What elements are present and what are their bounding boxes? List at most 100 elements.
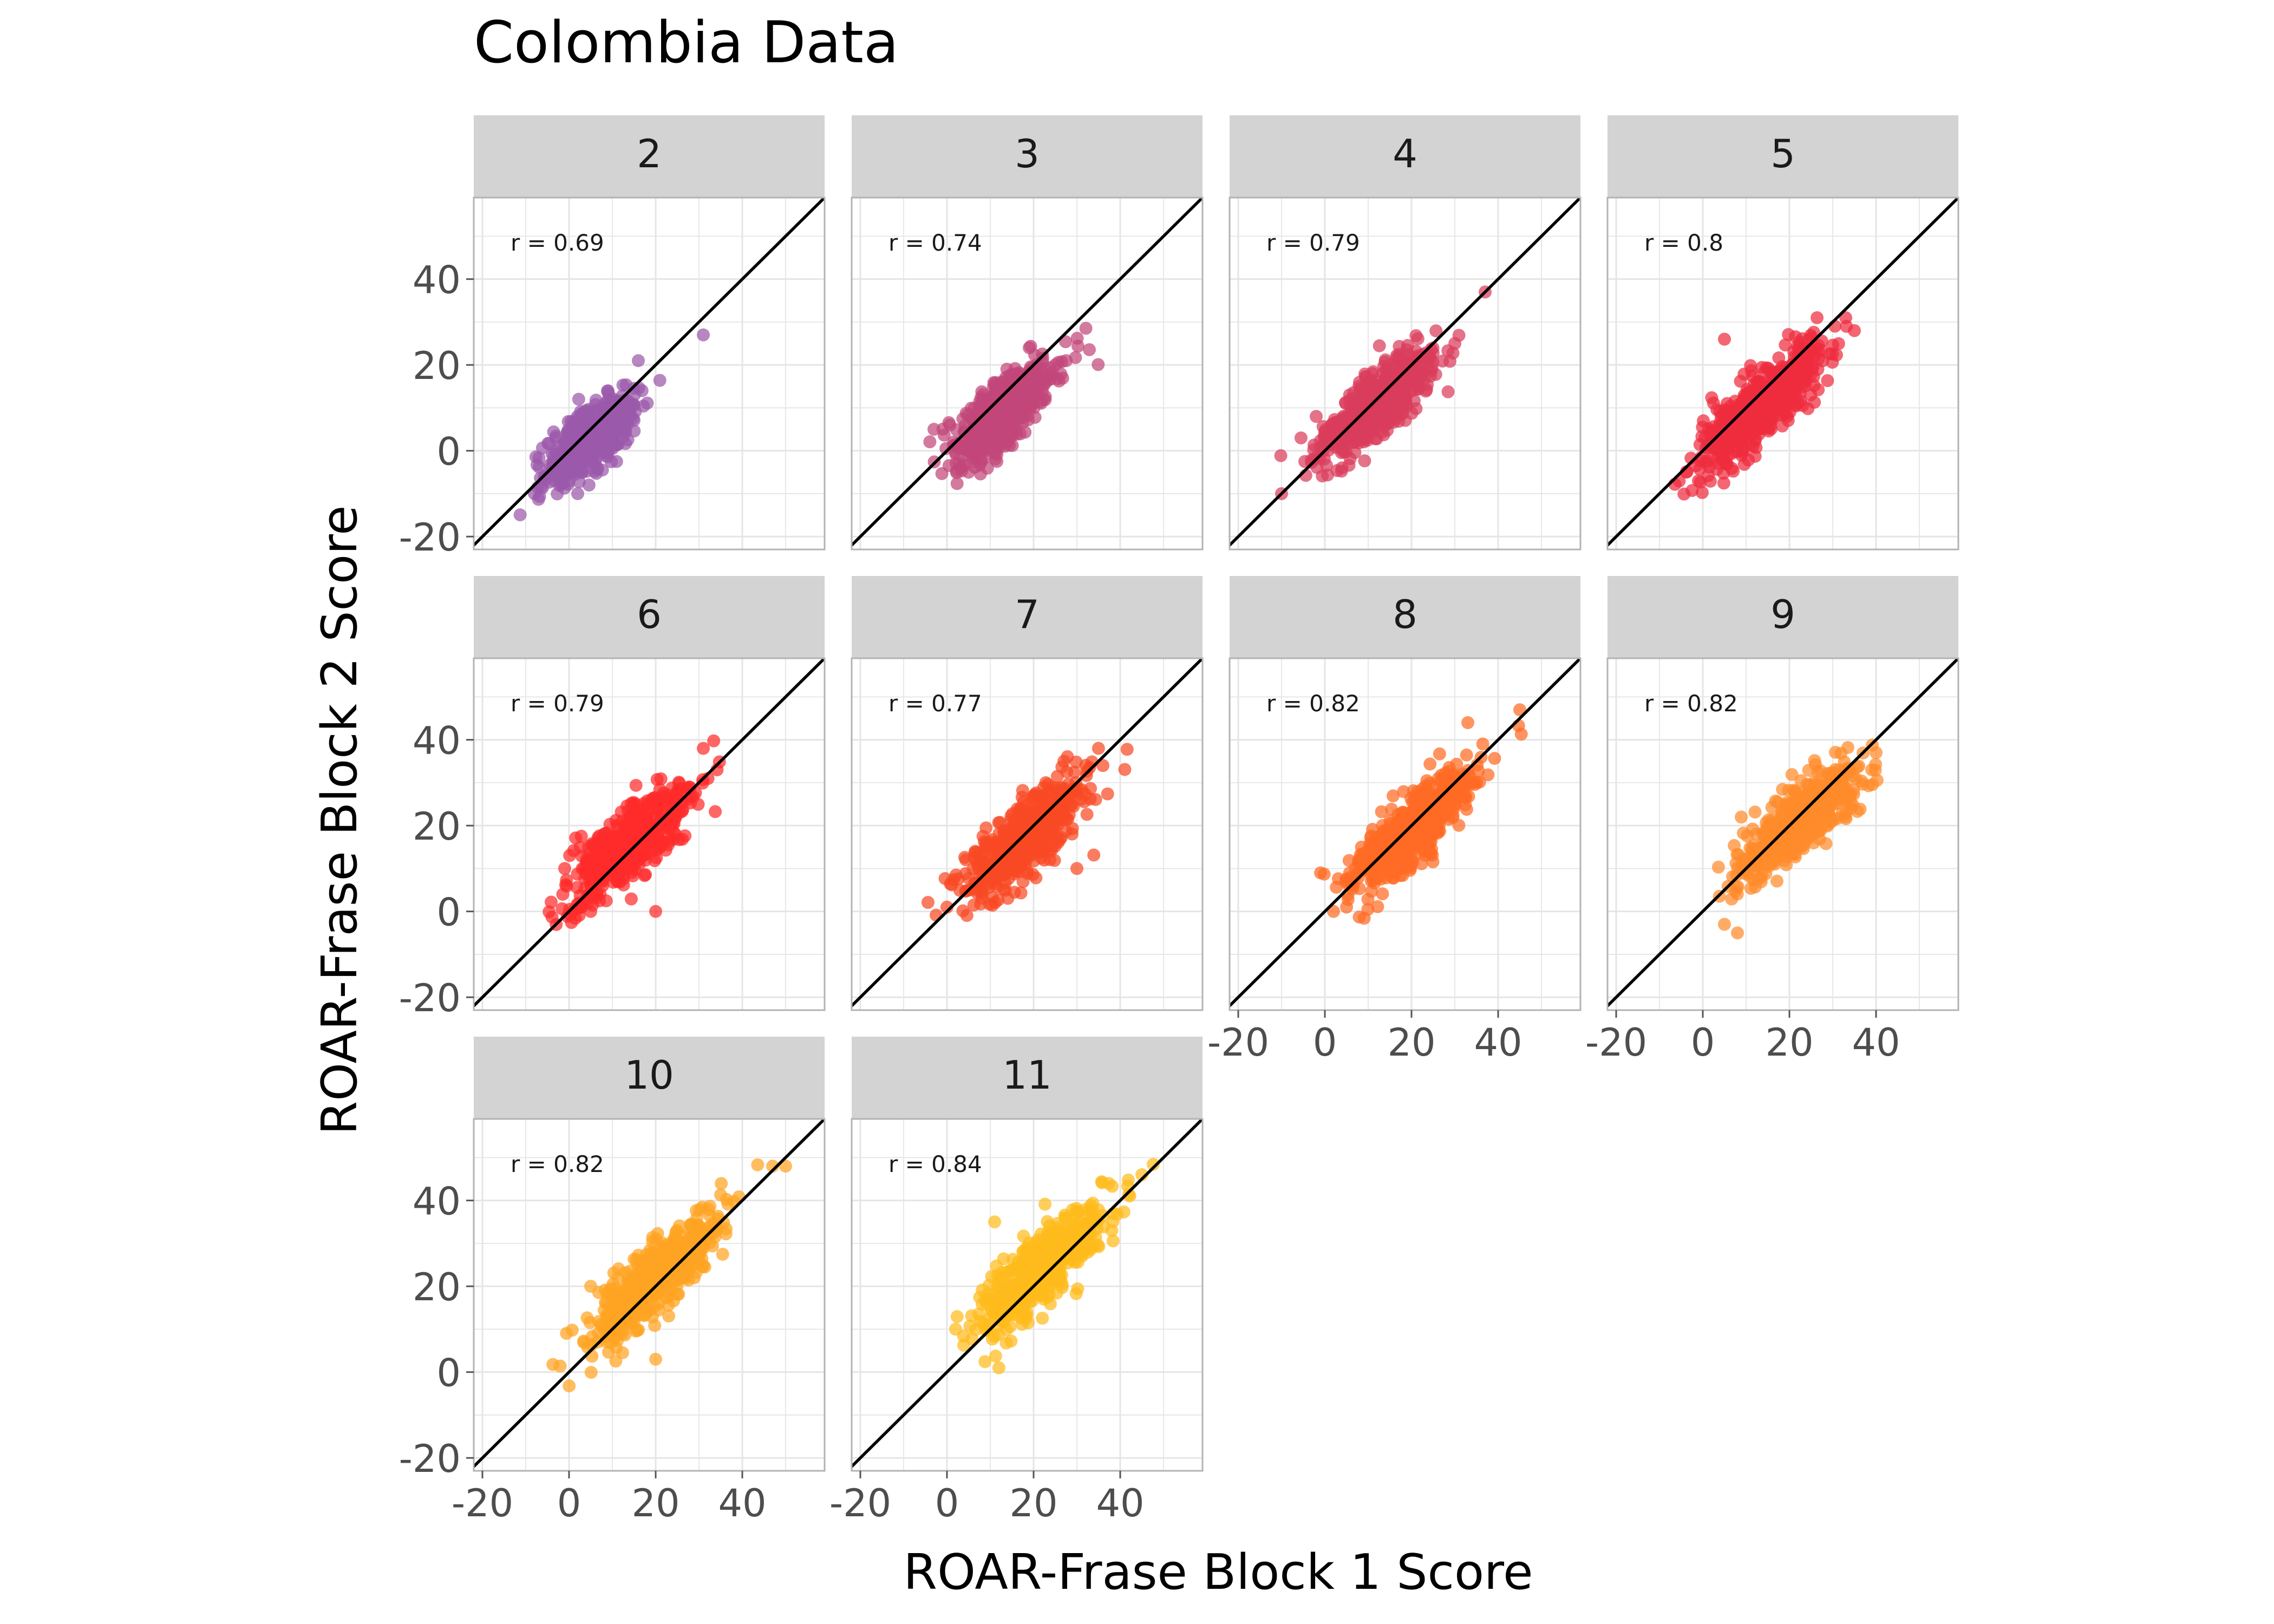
scatter-point	[1834, 746, 1848, 760]
scatter-point	[1785, 768, 1799, 781]
scatter-point	[1005, 827, 1019, 841]
y-tick-label: 20	[413, 344, 461, 388]
scatter-point	[659, 818, 672, 832]
scatter-point	[599, 1296, 612, 1309]
scatter-point	[985, 432, 999, 446]
scatter-point	[1352, 882, 1366, 895]
scatter-point	[1092, 358, 1105, 371]
scatter-point	[1101, 787, 1114, 801]
scatter-point	[662, 1299, 675, 1312]
scatter-point	[1870, 746, 1883, 759]
scatter-point	[580, 1311, 594, 1325]
scatter-point	[994, 384, 1007, 398]
scatter-point	[707, 734, 721, 748]
scatter-point	[942, 459, 956, 473]
scatter-point	[1742, 869, 1756, 883]
scatter-point	[1758, 858, 1772, 872]
scatter-point	[659, 843, 672, 857]
scatter-point	[1729, 885, 1742, 898]
scatter-point	[1079, 322, 1093, 335]
scatter-point	[1017, 831, 1031, 844]
scatter-point	[1004, 854, 1017, 868]
scatter-point	[584, 435, 598, 449]
facet-strip	[1230, 576, 1580, 658]
scatter-point	[599, 426, 612, 440]
scatter-point	[1387, 789, 1400, 803]
facet-strip	[474, 115, 825, 198]
scatter-point	[602, 384, 615, 397]
scatter-point	[1379, 386, 1393, 400]
facet-label: 11	[1002, 1052, 1052, 1098]
scatter-point	[634, 1265, 648, 1278]
panel-border	[1229, 197, 1582, 551]
facet-panel: 9r = 0.82-20 0 20 40	[1585, 576, 1959, 1065]
grid	[1608, 198, 1958, 549]
facet-panel: 5r = 0.8	[1606, 115, 1959, 551]
scatter-point	[1118, 763, 1132, 776]
scatter-point	[1476, 737, 1489, 751]
scatter-point	[1395, 861, 1408, 875]
scatter-point	[1481, 768, 1495, 782]
scatter-point	[1424, 364, 1438, 377]
scatter-point	[1740, 389, 1754, 402]
scatter-point	[1365, 885, 1378, 898]
scatter-point	[545, 895, 558, 909]
scatter-point	[665, 1283, 679, 1296]
scatter-point	[620, 403, 634, 417]
points	[1668, 311, 1861, 501]
scatter-point	[1747, 425, 1760, 439]
scatter-point	[1742, 453, 1755, 467]
y-tick-label: 40	[413, 719, 461, 763]
scatter-point	[1752, 843, 1766, 856]
scatter-point	[1070, 784, 1083, 798]
facet-strip	[474, 1037, 825, 1119]
scatter-point	[1368, 432, 1382, 446]
scatter-point	[1120, 743, 1134, 756]
scatter-point	[975, 431, 988, 444]
scatter-point	[1764, 364, 1778, 378]
x-tick-label: 40	[718, 1481, 766, 1525]
scatter-point	[513, 508, 527, 522]
scatter-point	[1390, 369, 1403, 382]
scatter-point	[1096, 759, 1109, 772]
scatter-point	[1433, 747, 1446, 761]
scatter-point	[1448, 337, 1461, 350]
grid	[474, 198, 825, 549]
scatter-point	[1513, 703, 1526, 717]
facet-label: 8	[1393, 592, 1417, 637]
panel-border	[473, 1118, 826, 1472]
scatter-point	[1724, 447, 1738, 461]
points	[513, 328, 710, 522]
scatter-point	[992, 835, 1006, 848]
grid	[852, 198, 1203, 549]
scatter-point	[1005, 418, 1018, 431]
scatter-point	[937, 428, 951, 442]
scatter-point	[610, 455, 623, 468]
scatter-point	[1711, 860, 1725, 874]
scatter-point	[1718, 438, 1732, 451]
scatter-point	[1409, 329, 1423, 343]
scatter-point	[626, 1312, 639, 1325]
scatter-point	[1812, 383, 1825, 396]
scatter-point	[1029, 871, 1043, 885]
scatter-point	[1744, 882, 1757, 895]
scatter-point	[1718, 918, 1731, 931]
scatter-point	[1070, 862, 1083, 875]
scatter-point	[1060, 765, 1074, 778]
scatter-point	[1423, 776, 1437, 790]
scatter-point	[959, 867, 972, 880]
scatter-point	[1411, 369, 1424, 383]
scatter-point	[1776, 783, 1789, 796]
scatter-point	[1736, 827, 1750, 840]
scatter-point	[572, 392, 585, 406]
scatter-point	[1826, 347, 1839, 361]
scatter-point	[989, 453, 1002, 466]
correlation-label: r = 0.82	[511, 1151, 604, 1177]
scatter-point	[1767, 398, 1780, 412]
identity-line	[1230, 198, 1580, 547]
scatter-point	[1514, 728, 1528, 741]
x-tick-label: 20	[631, 1481, 679, 1525]
scatter-point	[1294, 431, 1308, 444]
scatter-point	[1781, 414, 1795, 427]
points	[1274, 285, 1492, 500]
